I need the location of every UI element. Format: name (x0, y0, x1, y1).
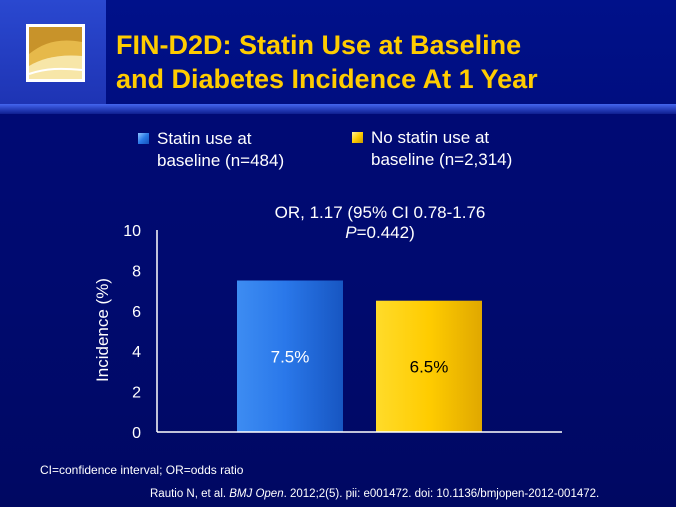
legend-label-no-statin-line2: baseline (n=2,314) (371, 150, 513, 169)
bar-statin (237, 280, 343, 432)
annotation-p-symbol: P (345, 223, 357, 242)
legend-swatch-no-statin (352, 132, 363, 143)
bar-no-statin (376, 300, 482, 432)
y-tick-label: 6 (132, 304, 141, 321)
annotation-line-1: OR, 1.17 (95% CI 0.78-1.76 (275, 203, 486, 222)
annotation-p-value: =0.442) (357, 223, 415, 242)
y-tick-label: 0 (132, 425, 141, 442)
citation-prefix: Rautio N, et al. (150, 488, 230, 500)
y-tick-label: 8 (132, 263, 141, 280)
y-axis-ticks: 0 2 4 6 8 10 (123, 223, 141, 442)
y-tick-label: 4 (132, 344, 141, 361)
y-tick-label: 2 (132, 385, 141, 402)
page-title: FIN-D2D: Statin Use at Baseline and Diab… (116, 28, 666, 96)
legend-label-statin-line1: Statin use at (157, 129, 252, 148)
header-band (106, 0, 676, 104)
bar-labels: 7.5% 6.5% (271, 347, 449, 376)
bar-no-statin-label: 6.5% (410, 357, 449, 376)
citation-journal: BMJ Open (229, 488, 284, 500)
title-line-2: and Diabetes Incidence At 1 Year (116, 64, 538, 94)
legend-label-no-statin-line1: No statin use at (371, 128, 490, 147)
citation: Rautio N, et al. BMJ Open. 2012;2(5). pi… (150, 488, 599, 500)
logo-icon (26, 24, 85, 82)
y-tick-label: 10 (123, 223, 141, 240)
citation-suffix: . 2012;2(5). pii: e001472. doi: 10.1136/… (283, 488, 600, 500)
annotation-line-2: P=0.442) (345, 223, 414, 242)
bars (237, 280, 482, 432)
header-rule (0, 104, 676, 114)
title-line-1: FIN-D2D: Statin Use at Baseline (116, 30, 522, 60)
legend-label-statin-line2: baseline (n=484) (157, 151, 285, 170)
footnote: CI=confidence interval; OR=odds ratio (40, 463, 244, 477)
legend-swatch-statin (138, 133, 149, 144)
bar-statin-label: 7.5% (271, 347, 310, 366)
y-axis-label: Incidence (%) (93, 278, 112, 382)
